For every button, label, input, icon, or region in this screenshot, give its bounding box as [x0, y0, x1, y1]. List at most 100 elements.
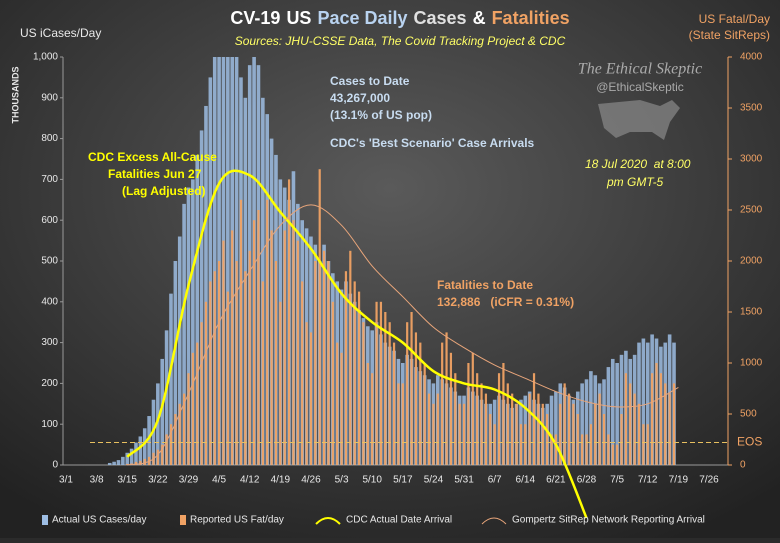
bar [392, 342, 396, 465]
annotation: 132,886 (iCFR = 0.31%) [437, 295, 574, 309]
bar [549, 395, 554, 465]
bar [423, 363, 426, 465]
bar [156, 383, 160, 465]
bar [336, 342, 339, 465]
bar [651, 373, 654, 465]
bar [537, 393, 540, 465]
bar [226, 57, 230, 465]
bar [139, 460, 142, 465]
annotation: (Lag Adjusted) [122, 184, 206, 198]
bar [602, 414, 606, 465]
bar [576, 414, 579, 465]
y-tick-label: 1,000 [33, 52, 58, 63]
bar [183, 393, 186, 465]
bar [327, 261, 330, 465]
bar [173, 261, 178, 465]
y2-tick-label: 3500 [740, 103, 763, 114]
y-axis-label: US iCases/Day [20, 26, 101, 40]
bar [528, 393, 531, 465]
bar [366, 363, 369, 465]
bar [619, 354, 624, 465]
bar [195, 154, 200, 466]
bar [484, 393, 488, 465]
x-tick-label: 3/22 [148, 475, 168, 486]
bar [550, 434, 553, 465]
bar [589, 424, 592, 465]
bar [594, 403, 597, 465]
legend-swatch [180, 515, 186, 525]
title-part: Pace Daily [317, 8, 407, 28]
x-tick-label: 3/15 [118, 475, 138, 486]
bar [182, 203, 186, 465]
bar [554, 391, 558, 465]
bar [147, 416, 151, 465]
bar [112, 461, 116, 465]
bar [519, 424, 523, 465]
bar [541, 403, 544, 465]
bar [283, 230, 286, 465]
bar [624, 373, 627, 465]
bar [441, 342, 444, 465]
bar [502, 363, 505, 465]
x-tick-label: 5/24 [424, 475, 444, 486]
x-tick-label: 4/26 [301, 475, 321, 486]
bar [572, 403, 575, 465]
bar [471, 352, 474, 465]
line [127, 204, 679, 466]
x-tick-label: 6/21 [546, 475, 566, 486]
bar [620, 414, 623, 465]
bar [301, 281, 304, 465]
bar [672, 383, 676, 465]
legend-swatch [42, 515, 48, 525]
bar [204, 301, 208, 465]
bar [143, 458, 146, 465]
bar [454, 373, 457, 465]
bar [208, 77, 213, 466]
bar [642, 424, 645, 465]
bar [191, 179, 195, 465]
watermark: The Ethical Skeptic [578, 61, 702, 78]
bar [134, 461, 138, 465]
x-tick-label: 6/7 [488, 475, 502, 486]
bar [633, 393, 636, 465]
watermark: @EthicalSkeptic [596, 80, 684, 94]
x-tick-label: 5/17 [393, 475, 413, 486]
bar [309, 332, 313, 465]
x-tick-label: 7/5 [610, 475, 624, 486]
bar [252, 220, 256, 465]
annotation: (13.1% of US pop) [330, 108, 432, 122]
y2-tick-label: 0 [740, 460, 746, 471]
bar [611, 444, 614, 465]
bar [493, 424, 496, 465]
x-tick-label: 4/19 [271, 475, 291, 486]
bar [116, 460, 121, 465]
bar [567, 393, 571, 465]
bar [142, 428, 147, 465]
bar [349, 250, 352, 465]
bar [414, 332, 418, 465]
bar [296, 240, 299, 465]
bar [121, 456, 125, 465]
bar [449, 352, 453, 465]
line [126, 169, 588, 519]
annotation: CDC Excess All-Cause [88, 150, 217, 164]
bar [432, 403, 435, 465]
bar [318, 169, 321, 465]
bar [427, 393, 431, 465]
title-part: US [286, 8, 311, 28]
bar [314, 261, 317, 465]
x-tick-label: 5/3 [335, 475, 349, 486]
bar [532, 373, 536, 465]
bar [196, 342, 199, 465]
bar [458, 403, 461, 465]
y-tick-label: 900 [41, 92, 58, 103]
bar [274, 261, 278, 465]
x-tick-label: 6/14 [516, 475, 536, 486]
bar [668, 393, 671, 465]
bar [629, 383, 632, 465]
x-tick-label: 5/10 [362, 475, 382, 486]
bar [204, 105, 208, 466]
bar [584, 379, 589, 465]
y2-tick-label: 2000 [740, 256, 763, 267]
